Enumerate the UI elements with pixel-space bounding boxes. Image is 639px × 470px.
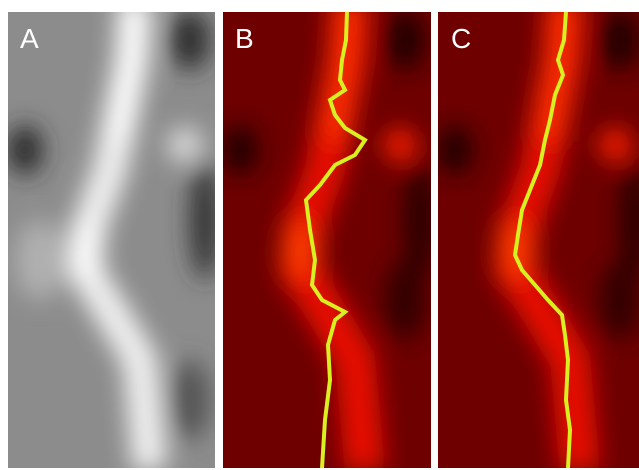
panel-label: A <box>20 23 39 54</box>
panel-label: B <box>235 23 254 54</box>
panel-b <box>222 0 435 470</box>
page: A B C (() => { const data = JSON.parse(d… <box>0 0 639 470</box>
panel-a <box>7 0 220 470</box>
panel-label: C <box>451 23 471 54</box>
figure: A B C <box>0 0 639 470</box>
panel-c <box>437 0 639 470</box>
